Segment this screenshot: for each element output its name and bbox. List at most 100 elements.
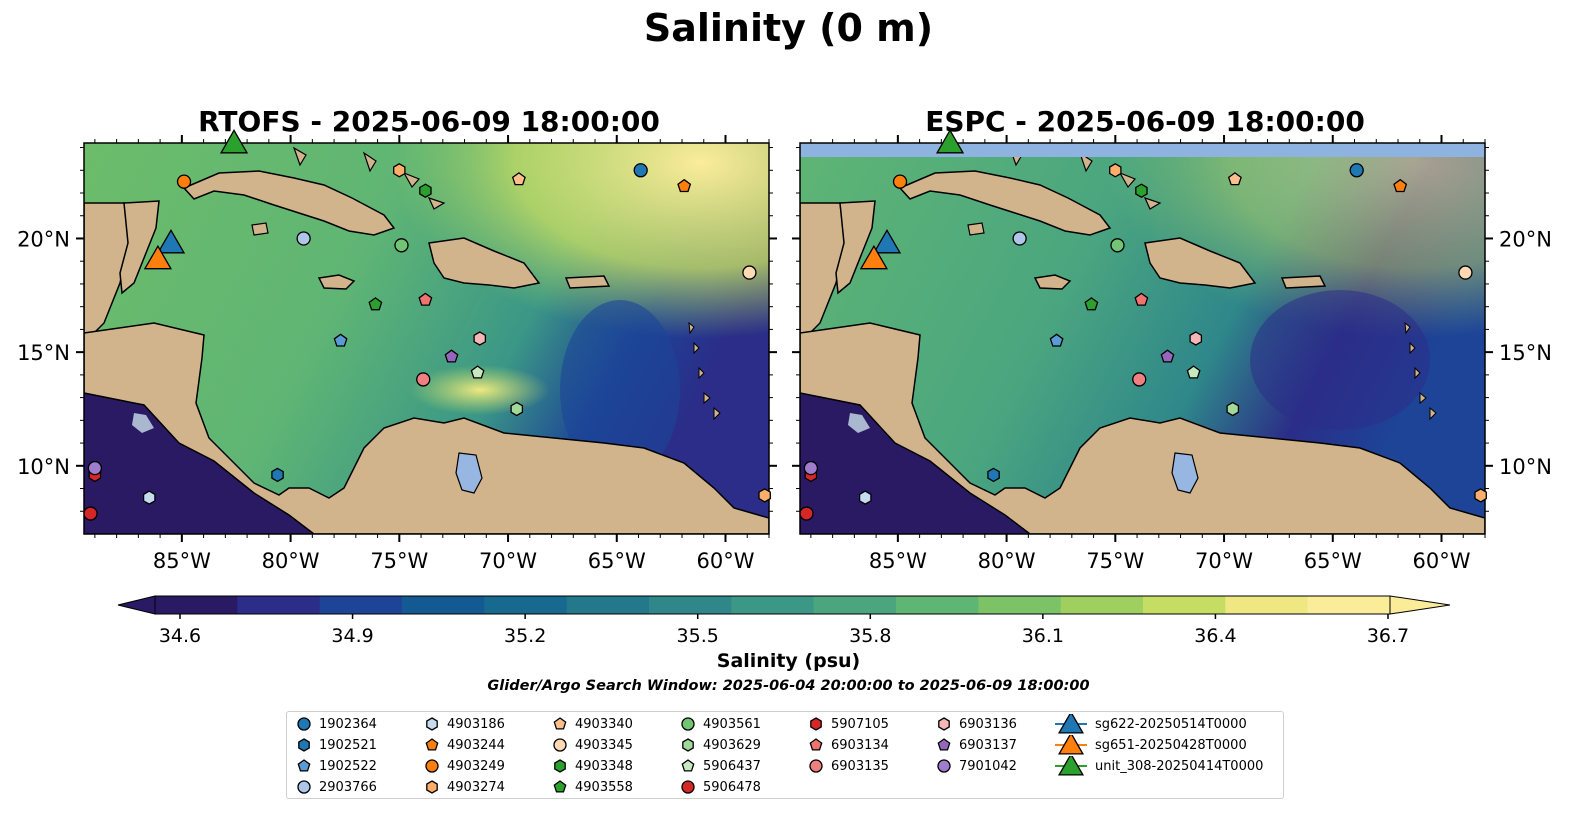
legend-label: 1902364 <box>319 716 377 732</box>
obs-marker <box>1349 163 1364 178</box>
obs-marker <box>758 488 771 503</box>
legend-entry: 4903629 <box>679 735 761 755</box>
legend-entry: 6903134 <box>807 735 889 755</box>
legend-entry: 5907105 <box>807 714 889 734</box>
pentagon-marker-icon <box>425 738 439 751</box>
colorbar-segment <box>566 596 650 614</box>
legend-label: 5906437 <box>703 758 761 774</box>
obs-marker <box>799 506 814 521</box>
obs-marker <box>510 401 524 417</box>
legend-marker <box>298 738 310 752</box>
obs-marker <box>419 183 432 198</box>
obs-marker <box>1226 401 1240 417</box>
map-espc <box>800 143 1485 534</box>
legend-label: 4903249 <box>447 758 505 774</box>
legend-entry: 5906437 <box>679 756 761 776</box>
obs-marker <box>1474 488 1487 503</box>
legend-label: 2903766 <box>319 779 377 795</box>
colorbar-tick-label: 34.9 <box>331 625 373 647</box>
obs-marker <box>803 460 819 476</box>
legend-entry: 4903244 <box>423 735 505 755</box>
obs-marker <box>142 490 156 505</box>
legend-marker <box>297 717 311 731</box>
legend-label: 4903561 <box>703 716 761 732</box>
legend-marker <box>297 780 311 794</box>
colorbar-tick-label: 35.2 <box>504 625 546 647</box>
triangle-marker-icon <box>1055 756 1087 776</box>
legend-marker <box>553 717 567 730</box>
legend-label: 1902521 <box>319 737 377 753</box>
lat-tick-label: 15°N <box>17 341 70 365</box>
legend-marker <box>553 738 567 752</box>
circle-marker-icon <box>553 738 567 752</box>
legend-label: 5907105 <box>831 716 889 732</box>
obs-marker <box>633 163 648 178</box>
legend-marker <box>681 780 695 794</box>
legend-marker <box>1057 714 1085 734</box>
legend-entry: 6903135 <box>807 756 889 776</box>
legend-entry: 4903274 <box>423 777 505 797</box>
legend-marker <box>1057 735 1085 755</box>
colorbar-segment <box>484 596 568 614</box>
figure-title: Salinity (0 m) <box>643 6 934 50</box>
legend-entry: 7901042 <box>935 756 1017 776</box>
legend-marker <box>425 759 439 773</box>
legend-entry: sg651-20250428T0000 <box>1053 735 1247 755</box>
legend-label: 5906478 <box>703 779 761 795</box>
lon-tick-label: 70°W <box>1195 549 1253 573</box>
lon-tick-label: 60°W <box>1413 549 1471 573</box>
hexagon-marker-icon <box>426 717 438 731</box>
legend-label: 1902522 <box>319 758 377 774</box>
legend-marker <box>426 717 438 731</box>
obs-marker <box>892 174 908 189</box>
legend-entry: 1902522 <box>295 756 377 776</box>
map-panels: 85°W 80°W 75°W 70°W 65°W 60°W 20°N 15°N 10°N 85°W… <box>17 128 1552 573</box>
obs-marker <box>470 365 485 379</box>
legend-label: sg651-20250428T0000 <box>1095 737 1247 753</box>
colorbar-extend-low <box>117 595 156 615</box>
obs-marker <box>418 292 433 306</box>
legend-label: 7901042 <box>959 758 1017 774</box>
obs-marker <box>296 231 311 246</box>
colorbar: 34.6 34.9 35.2 35.5 35.8 36.1 36.4 36.7 <box>117 595 1451 647</box>
obs-marker <box>1110 238 1125 253</box>
obs-marker <box>1393 178 1408 193</box>
legend-marker <box>938 717 950 731</box>
legend-marker <box>554 759 566 773</box>
obs-marker <box>1012 231 1027 246</box>
pentagon-marker-icon <box>937 738 951 751</box>
obs-marker <box>935 128 965 154</box>
hexagon-marker-icon <box>554 759 566 773</box>
pentagon-marker-icon <box>553 717 567 730</box>
circle-marker-icon <box>681 780 695 794</box>
lon-tick-label: 70°W <box>479 549 537 573</box>
legend-label: 4903274 <box>447 779 505 795</box>
lon-tick-label: 80°W <box>978 549 1036 573</box>
obs-marker <box>176 174 192 189</box>
hexagon-marker-icon <box>682 738 694 752</box>
obs-marker <box>1186 365 1201 379</box>
pentagon-marker-icon <box>681 759 695 772</box>
colorbar-segment <box>731 596 815 614</box>
lat-tick-label: 15°N <box>1499 341 1552 365</box>
legend-entry: 6903136 <box>935 714 1017 734</box>
obs-marker <box>333 333 348 347</box>
obs-marker <box>1134 292 1149 306</box>
colorbar-segment <box>813 596 897 614</box>
legend-label: 6903136 <box>959 716 1017 732</box>
pentagon-marker-icon <box>809 738 823 751</box>
legend: 1902364 1902521 1902522 2903766 4903186 49032… <box>286 711 1284 799</box>
legend-label: 4903345 <box>575 737 633 753</box>
hexagon-marker-icon <box>938 717 950 731</box>
obs-marker <box>416 372 431 387</box>
legend-marker <box>681 717 695 731</box>
legend-marker <box>682 738 694 752</box>
colorbar-tick-label: 34.6 <box>159 625 201 647</box>
obs-marker <box>87 460 103 476</box>
triangle-marker-icon <box>1055 735 1087 755</box>
pentagon-marker-icon <box>553 780 567 793</box>
colorbar-tick-label: 35.8 <box>849 625 891 647</box>
legend-label: 4903186 <box>447 716 505 732</box>
search-window-text: Glider/Argo Search Window: 2025-06-04 20… <box>487 678 1090 694</box>
colorbar-tick-label: 35.5 <box>677 625 719 647</box>
